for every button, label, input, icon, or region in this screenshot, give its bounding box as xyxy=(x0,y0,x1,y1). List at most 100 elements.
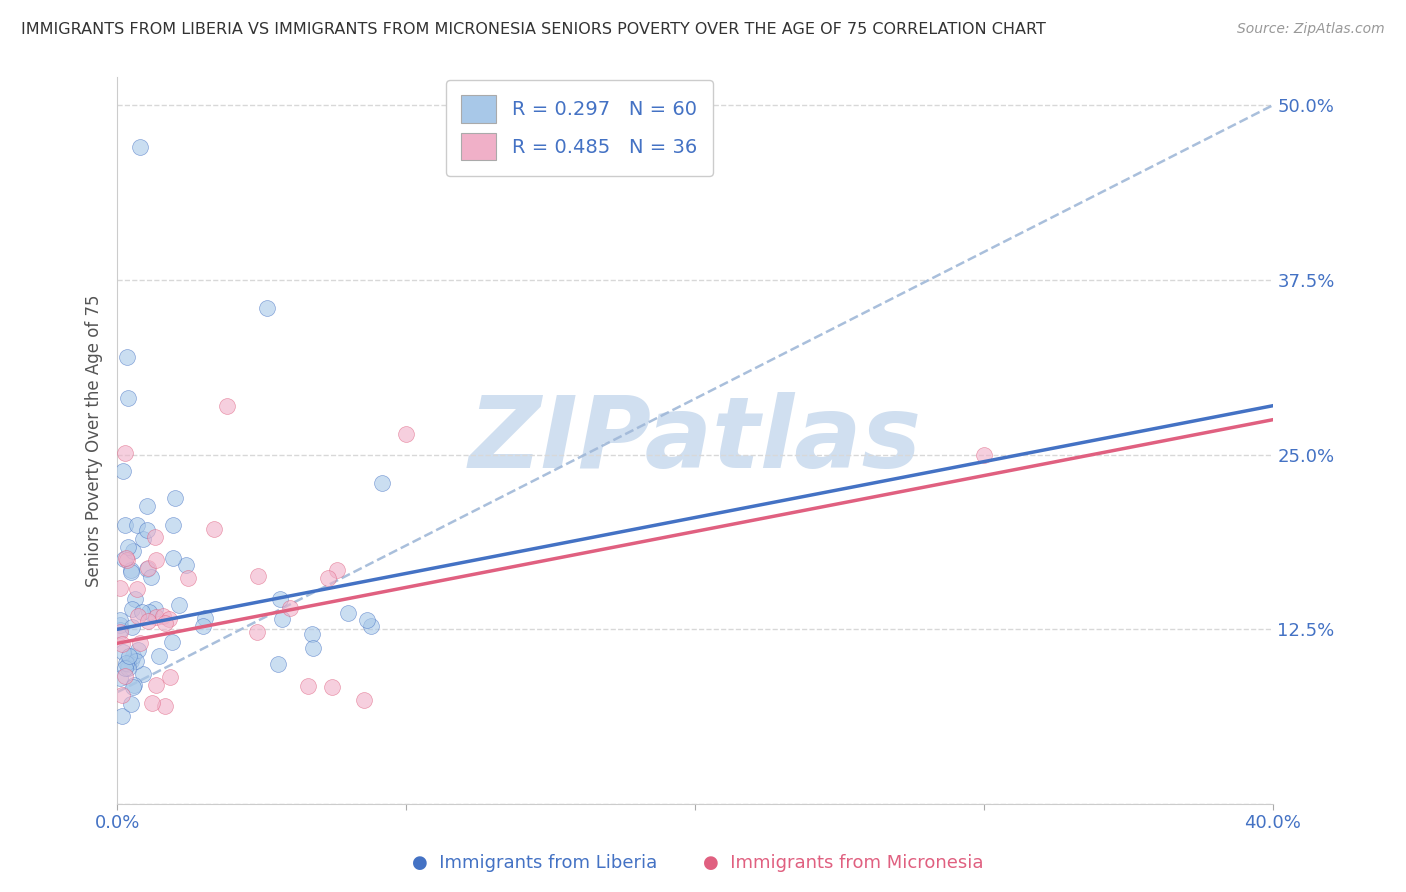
Point xyxy=(112,645,135,659)
Point xyxy=(370,475,392,490)
Point xyxy=(124,678,146,692)
Text: ZIPatlas: ZIPatlas xyxy=(468,392,921,489)
Point xyxy=(143,601,166,615)
Point xyxy=(117,661,139,675)
Point xyxy=(162,518,184,533)
Point xyxy=(316,571,339,585)
Point xyxy=(120,697,142,711)
Point xyxy=(360,619,382,633)
Point xyxy=(125,582,148,597)
Point xyxy=(136,615,159,629)
Point xyxy=(157,612,180,626)
Point xyxy=(135,523,157,537)
Point xyxy=(121,680,143,694)
Point xyxy=(112,552,135,566)
Point xyxy=(114,669,136,683)
Point xyxy=(121,601,143,615)
Text: Source: ZipAtlas.com: Source: ZipAtlas.com xyxy=(1237,22,1385,37)
Point xyxy=(117,540,139,554)
Point xyxy=(117,351,139,365)
Point xyxy=(135,562,157,576)
Legend: R = 0.297   N = 60, R = 0.485   N = 36: R = 0.297 N = 60, R = 0.485 N = 36 xyxy=(446,80,713,176)
Point xyxy=(108,624,131,639)
Point xyxy=(122,649,145,664)
Point xyxy=(121,620,143,634)
Point xyxy=(117,657,139,671)
Point xyxy=(246,569,269,583)
Point xyxy=(111,637,134,651)
Point xyxy=(117,392,139,406)
Point xyxy=(129,140,152,154)
Point xyxy=(297,679,319,693)
Point xyxy=(120,654,142,668)
Point xyxy=(145,553,167,567)
Point xyxy=(114,517,136,532)
Point xyxy=(165,491,187,505)
Point xyxy=(145,530,167,544)
Point xyxy=(176,558,198,572)
Point xyxy=(108,623,131,637)
Point xyxy=(973,448,995,462)
Point xyxy=(153,699,176,714)
Point xyxy=(120,563,142,577)
Point xyxy=(131,605,153,619)
Point xyxy=(127,643,149,657)
Point xyxy=(177,571,200,585)
Point xyxy=(321,680,343,694)
Point xyxy=(111,464,134,478)
Point xyxy=(194,610,217,624)
Text: ●  Immigrants from Micronesia: ● Immigrants from Micronesia xyxy=(703,855,984,872)
Point xyxy=(110,582,132,596)
Point xyxy=(353,693,375,707)
Point xyxy=(132,666,155,681)
Point xyxy=(256,301,278,315)
Point xyxy=(108,617,131,632)
Point xyxy=(125,518,148,533)
Point xyxy=(270,612,292,626)
Point xyxy=(152,608,174,623)
Point xyxy=(114,446,136,460)
Point xyxy=(136,561,159,575)
Point xyxy=(129,636,152,650)
Point xyxy=(111,709,134,723)
Point xyxy=(114,551,136,566)
Point xyxy=(110,671,132,685)
Point xyxy=(115,657,138,671)
Point xyxy=(120,565,142,579)
Point xyxy=(301,640,323,655)
Point xyxy=(124,591,146,606)
Point xyxy=(267,657,290,671)
Point xyxy=(124,655,146,669)
Point xyxy=(145,610,167,624)
Point xyxy=(148,648,170,663)
Point xyxy=(215,399,238,413)
Point xyxy=(301,626,323,640)
Point xyxy=(122,544,145,558)
Point xyxy=(395,426,418,441)
Point xyxy=(162,550,184,565)
Point xyxy=(269,592,291,607)
Point xyxy=(139,569,162,583)
Point xyxy=(115,553,138,567)
Point xyxy=(141,696,163,710)
Point xyxy=(118,649,141,664)
Point xyxy=(202,522,225,536)
Point xyxy=(138,605,160,619)
Point xyxy=(278,601,301,615)
Point xyxy=(160,635,183,649)
Point xyxy=(111,688,134,702)
Text: IMMIGRANTS FROM LIBERIA VS IMMIGRANTS FROM MICRONESIA SENIORS POVERTY OVER THE A: IMMIGRANTS FROM LIBERIA VS IMMIGRANTS FR… xyxy=(21,22,1046,37)
Point xyxy=(356,613,378,627)
Point xyxy=(193,618,215,632)
Point xyxy=(127,609,149,624)
Point xyxy=(336,606,359,620)
Point xyxy=(159,669,181,683)
Point xyxy=(153,615,176,630)
Point xyxy=(135,499,157,513)
Point xyxy=(132,532,155,546)
Point xyxy=(246,625,269,640)
Point xyxy=(108,613,131,627)
Y-axis label: Seniors Poverty Over the Age of 75: Seniors Poverty Over the Age of 75 xyxy=(86,294,103,587)
Point xyxy=(326,563,349,577)
Point xyxy=(145,678,167,692)
